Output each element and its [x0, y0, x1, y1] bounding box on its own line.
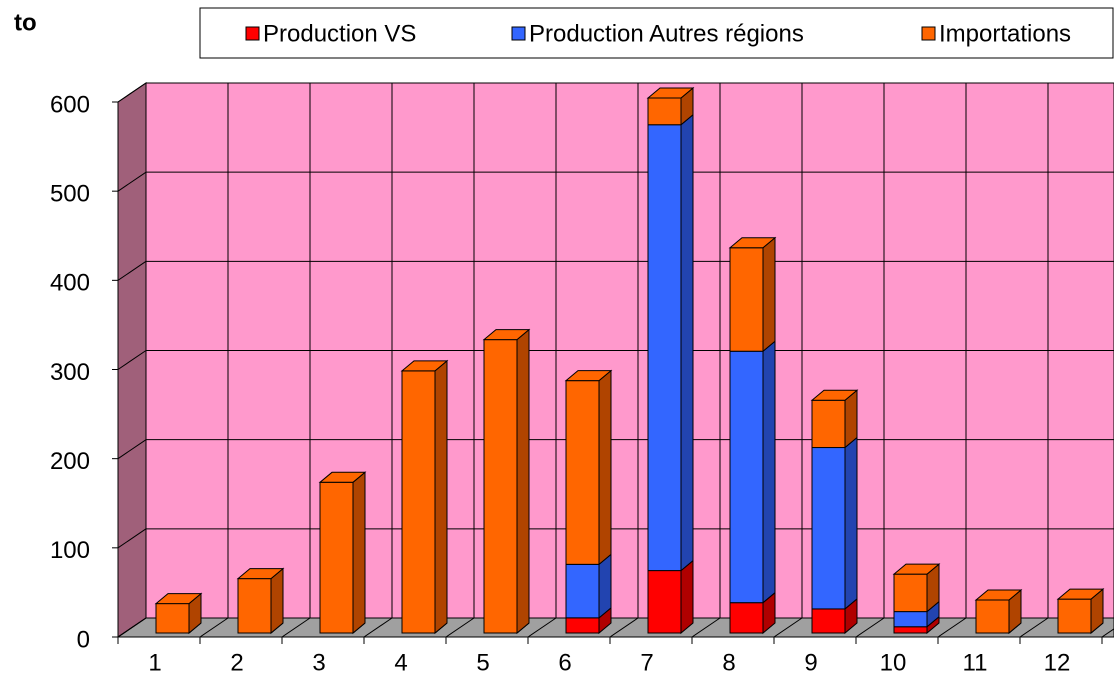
- bar-segment-side: [598, 369, 612, 566]
- bar-segment-side: [762, 236, 776, 353]
- grid-line-side: [117, 82, 147, 103]
- x-tick-label: 7: [640, 649, 653, 676]
- bar-segment-side: [434, 359, 448, 635]
- x-tick-label: 4: [394, 649, 407, 676]
- bar-segment: [811, 447, 846, 610]
- bar-top: [318, 471, 367, 483]
- bar-segment: [237, 578, 272, 634]
- grid-line-side: [117, 528, 147, 549]
- x-tick-label: 9: [804, 649, 817, 676]
- bar-segment: [729, 350, 764, 604]
- bar-segment: [1057, 598, 1092, 634]
- y-tick-label: 100: [50, 537, 90, 564]
- y-tick-label: 300: [50, 359, 90, 386]
- grid-line-side: [117, 439, 147, 460]
- bar-top: [1056, 588, 1105, 600]
- x-tick-label: 5: [476, 649, 489, 676]
- bar-top: [236, 568, 285, 580]
- bar-segment: [729, 247, 764, 352]
- x-tick-label: 11: [963, 649, 988, 676]
- bar-segment: [729, 602, 764, 634]
- x-tick-label: 1: [148, 649, 161, 676]
- floor-line: [1101, 628, 1114, 638]
- bar-top: [564, 370, 613, 382]
- bar-segment-side: [844, 436, 858, 610]
- y-tick-label: 200: [50, 448, 90, 475]
- bar-segment: [893, 611, 928, 628]
- bar-top: [728, 237, 777, 249]
- bar-segment-side: [270, 567, 284, 635]
- bar-segment-side: [680, 559, 694, 635]
- grid-line-side: [117, 171, 147, 192]
- floor-line: [199, 617, 229, 638]
- bar-segment-side: [762, 340, 776, 604]
- floor-line: [1019, 617, 1049, 638]
- floor-line: [117, 617, 147, 638]
- legend-label: Importations: [939, 20, 1071, 47]
- y-tick-label: 600: [50, 91, 90, 118]
- x-tick-label: 2: [230, 649, 243, 676]
- bar-segment-side: [680, 113, 694, 572]
- legend-label: Production VS: [263, 20, 416, 47]
- bar-top: [892, 563, 941, 575]
- floor-line: [281, 617, 311, 638]
- x-tick-label: 3: [312, 649, 325, 676]
- bar-segment: [647, 124, 682, 572]
- floor-line: [527, 617, 557, 638]
- bar-top: [810, 389, 859, 401]
- y-tick-label: 0: [77, 626, 90, 653]
- floor-line: [609, 617, 639, 638]
- bar-segment: [893, 573, 928, 613]
- grid-line-side: [117, 260, 147, 281]
- bar-segment: [565, 563, 600, 619]
- legend-swatch: [921, 26, 936, 41]
- x-tick-label: 8: [722, 649, 735, 676]
- bar-segment: [893, 626, 928, 634]
- bar-segment: [565, 617, 600, 634]
- y-tick-label: 500: [50, 181, 90, 208]
- floor-line: [773, 617, 803, 638]
- legend-swatch: [511, 26, 526, 41]
- bar-top: [974, 589, 1023, 601]
- legend-box: [199, 7, 1114, 59]
- x-tick-label: 6: [558, 649, 571, 676]
- legend-swatch: [245, 26, 260, 41]
- bar-segment-side: [352, 471, 366, 635]
- bar-segment: [483, 339, 518, 634]
- bar-segment: [647, 97, 682, 126]
- y-tick-label: 400: [50, 270, 90, 297]
- floor-line: [855, 617, 885, 638]
- bar-segment: [811, 399, 846, 449]
- bar-segment: [811, 608, 846, 634]
- floor-line: [937, 617, 967, 638]
- bar-top: [400, 360, 449, 372]
- y-axis-label: to: [14, 9, 37, 36]
- bar-segment: [975, 599, 1010, 634]
- x-tick-label: 12: [1044, 649, 1071, 676]
- floor-line: [445, 617, 475, 638]
- bar-segment: [647, 570, 682, 634]
- bar-segment-side: [598, 553, 612, 619]
- bar-segment: [155, 603, 190, 634]
- legend-label: Production Autres régions: [529, 20, 804, 47]
- bar-segment-side: [516, 328, 530, 635]
- bar-segment: [565, 380, 600, 565]
- floor-line: [363, 617, 393, 638]
- bar-segment: [319, 481, 354, 634]
- bar-top: [154, 593, 203, 605]
- x-tick-label: 10: [880, 649, 907, 676]
- grid-line-side: [117, 350, 147, 370]
- floor-line: [691, 617, 721, 638]
- bar-top: [646, 87, 695, 99]
- bar-segment: [401, 370, 436, 634]
- bar-top: [482, 329, 531, 341]
